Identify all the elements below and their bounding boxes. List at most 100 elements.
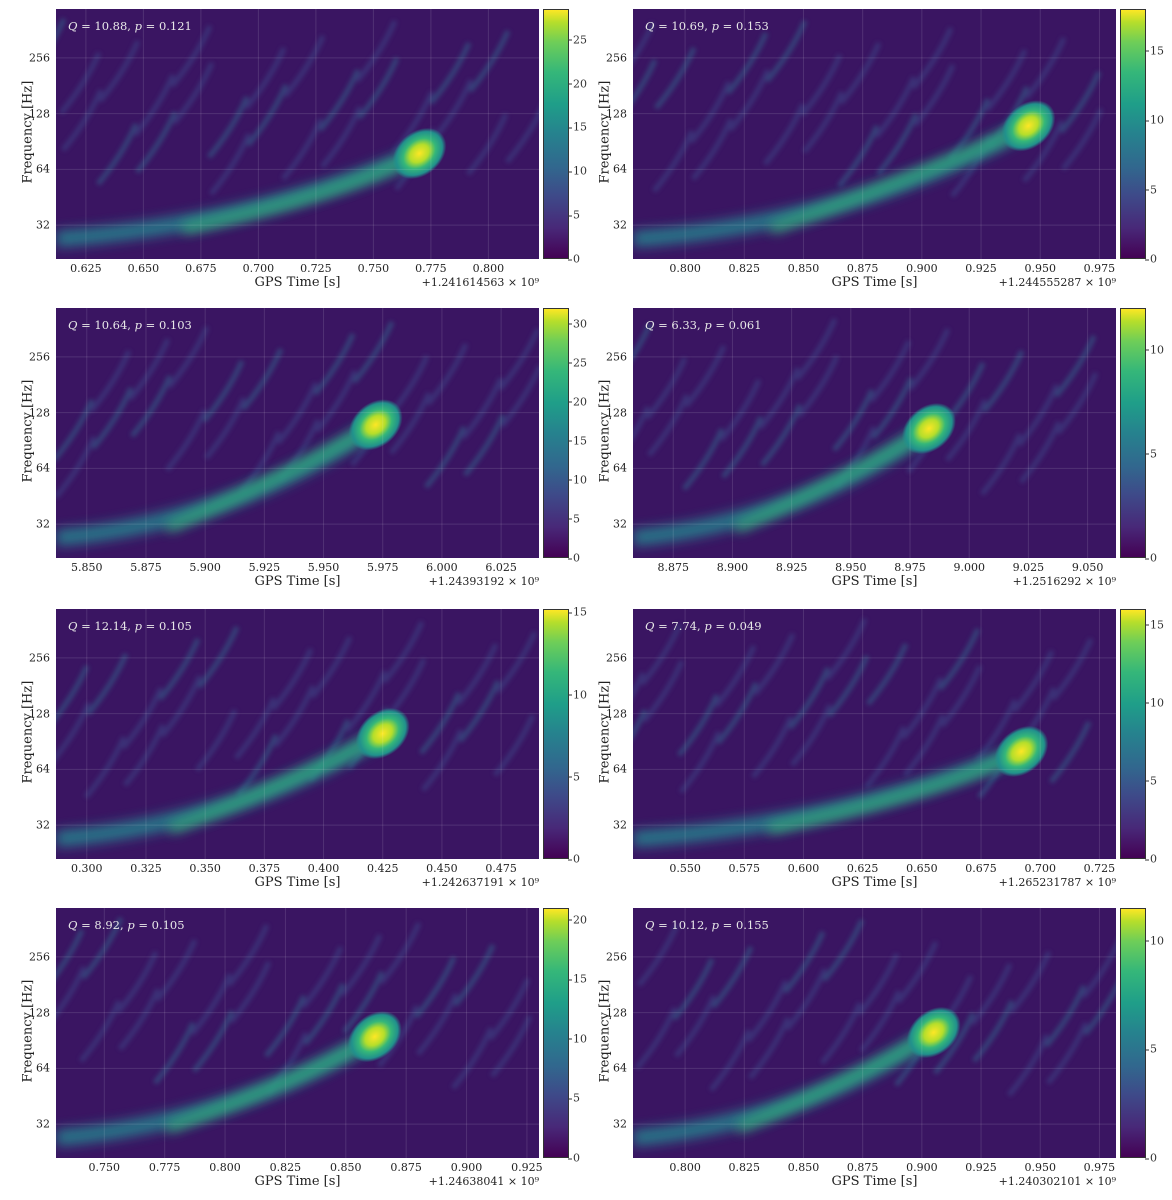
x-tick-label: 0.750: [357, 262, 390, 275]
x-tick-label: 0.575: [728, 862, 761, 875]
y-tick-label: 256: [606, 350, 627, 364]
y-tick-label: 256: [29, 651, 50, 665]
colorbar-tick-label: 0: [1145, 852, 1157, 866]
x-tick-label: 0.875: [846, 262, 879, 275]
y-tick-label: 32: [613, 517, 627, 531]
colorbar-tick-label: 20: [568, 395, 587, 409]
colorbar-tick-label: 30: [568, 317, 587, 331]
x-tick-label: 0.750: [88, 1161, 121, 1174]
colorbar-tick-label: 10: [1145, 113, 1164, 127]
y-tick-label: 64: [36, 162, 50, 176]
colorbar-tick-label: 5: [1145, 447, 1157, 461]
x-axis-label: GPS Time [s]: [254, 574, 341, 589]
q-p-annotation: Q = 10.64, p = 0.103: [68, 318, 192, 332]
x-tick-label: 0.975: [1083, 262, 1116, 275]
x-tick-label: 0.725: [1083, 862, 1116, 875]
x-tick-label: 0.725: [300, 262, 332, 275]
colorbar-tick-label: 5: [568, 512, 580, 526]
colorbar-tick-label: 10: [1145, 343, 1164, 357]
spectrogram-svg: [56, 9, 539, 259]
chirp-peak: [901, 402, 956, 455]
spectrogram-plot: Q = 6.33, p = 0.061: [633, 308, 1116, 558]
x-axis-label: GPS Time [s]: [254, 275, 341, 290]
colorbar: [1120, 9, 1146, 259]
y-tick-label: 64: [613, 1061, 627, 1075]
y-tick-label: 64: [36, 1061, 50, 1075]
x-tick-label: 5.925: [248, 561, 281, 574]
x-tick-label: 0.600: [787, 862, 820, 875]
x-tick-label: 9.000: [953, 561, 985, 574]
x-tick-label: 5.850: [71, 561, 103, 574]
colorbar-tick-label: 15: [1145, 44, 1164, 58]
spectrogram-svg: [633, 609, 1116, 859]
x-axis-offset: +1.24393192 × 10⁹: [428, 575, 539, 588]
q-p-annotation: Q = 6.33, p = 0.061: [645, 318, 762, 332]
y-tick-label: 256: [606, 950, 627, 964]
x-tick-label: 8.900: [716, 561, 749, 574]
colorbar-tick-label: 5: [568, 770, 580, 784]
colorbar-tick-label: 20: [568, 77, 587, 91]
x-axis-label: GPS Time [s]: [254, 1174, 341, 1189]
x-tick-label: 0.825: [728, 262, 761, 275]
colorbar-tick-label: 0: [568, 551, 580, 565]
y-tick-label: 128: [606, 107, 627, 121]
x-tick-label: 0.650: [127, 262, 160, 275]
y-tick-label: 32: [36, 818, 50, 832]
y-tick-label: 256: [29, 350, 50, 364]
x-tick-label: 0.800: [669, 1161, 701, 1174]
x-tick-label: 0.700: [1024, 862, 1056, 875]
x-tick-label: 0.850: [787, 1161, 820, 1174]
chirp-peak: [392, 127, 447, 180]
colorbar-tick-label: 10: [1145, 696, 1164, 710]
x-tick-label: 8.875: [657, 561, 690, 574]
y-tick-label: 64: [36, 461, 50, 475]
x-tick-label: 0.925: [965, 1161, 997, 1174]
y-tick-label: 128: [29, 707, 50, 721]
x-tick-label: 9.050: [1071, 561, 1104, 574]
chirp-peak: [906, 1006, 961, 1059]
x-tick-label: 9.025: [1012, 561, 1045, 574]
colorbar-tick-label: 10: [1145, 934, 1164, 948]
x-tick-label: 6.000: [426, 561, 458, 574]
x-tick-label: 0.850: [330, 1161, 362, 1174]
x-tick-label: 0.400: [307, 862, 340, 875]
x-tick-label: 0.350: [189, 862, 221, 875]
q-p-annotation: Q = 10.12, p = 0.155: [645, 918, 769, 932]
colorbar: [543, 908, 569, 1158]
y-tick-label: 32: [613, 218, 627, 232]
spectrogram-plot: Q = 10.12, p = 0.155: [633, 908, 1116, 1158]
chirp-peak: [347, 1010, 402, 1063]
x-tick-label: 0.550: [669, 862, 701, 875]
x-tick-label: 0.900: [906, 262, 938, 275]
x-axis-label: GPS Time [s]: [831, 275, 918, 290]
spectrogram-svg: [56, 308, 539, 558]
x-tick-label: 0.825: [269, 1161, 302, 1174]
spectrogram-plot: Q = 10.64, p = 0.103: [56, 308, 539, 558]
q-p-annotation: Q = 7.74, p = 0.049: [645, 619, 762, 633]
x-tick-label: 0.425: [366, 862, 399, 875]
x-axis-label: GPS Time [s]: [831, 1174, 918, 1189]
x-tick-label: 0.625: [846, 862, 879, 875]
x-axis-offset: +1.244555287 × 10⁹: [998, 276, 1116, 289]
colorbar-tick-label: 10: [568, 1032, 587, 1046]
x-axis-offset: +1.240302101 × 10⁹: [998, 1175, 1116, 1188]
x-axis-offset: +1.2516292 × 10⁹: [1012, 575, 1116, 588]
spectrogram-plot: Q = 7.74, p = 0.049: [633, 609, 1116, 859]
x-tick-label: 0.950: [1024, 1161, 1056, 1174]
x-tick-label: 8.975: [894, 561, 926, 574]
colorbar: [543, 9, 569, 259]
colorbar-tick-label: 15: [1145, 618, 1164, 632]
colorbar-tick-label: 10: [568, 473, 587, 487]
y-tick-label: 64: [36, 762, 50, 776]
x-tick-label: 0.475: [485, 862, 517, 875]
colorbar-tick-label: 25: [568, 33, 587, 47]
x-tick-label: 0.700: [242, 262, 275, 275]
colorbar-tick-label: 0: [568, 852, 580, 866]
colorbar-tick-label: 0: [1145, 551, 1157, 565]
x-axis-label: GPS Time [s]: [254, 875, 341, 890]
spectrogram-plot: Q = 10.88, p = 0.121: [56, 9, 539, 259]
x-tick-label: 0.450: [426, 862, 458, 875]
colorbar-tick-label: 0: [1145, 1151, 1157, 1165]
y-tick-label: 128: [29, 406, 50, 420]
colorbar: [1120, 308, 1146, 558]
